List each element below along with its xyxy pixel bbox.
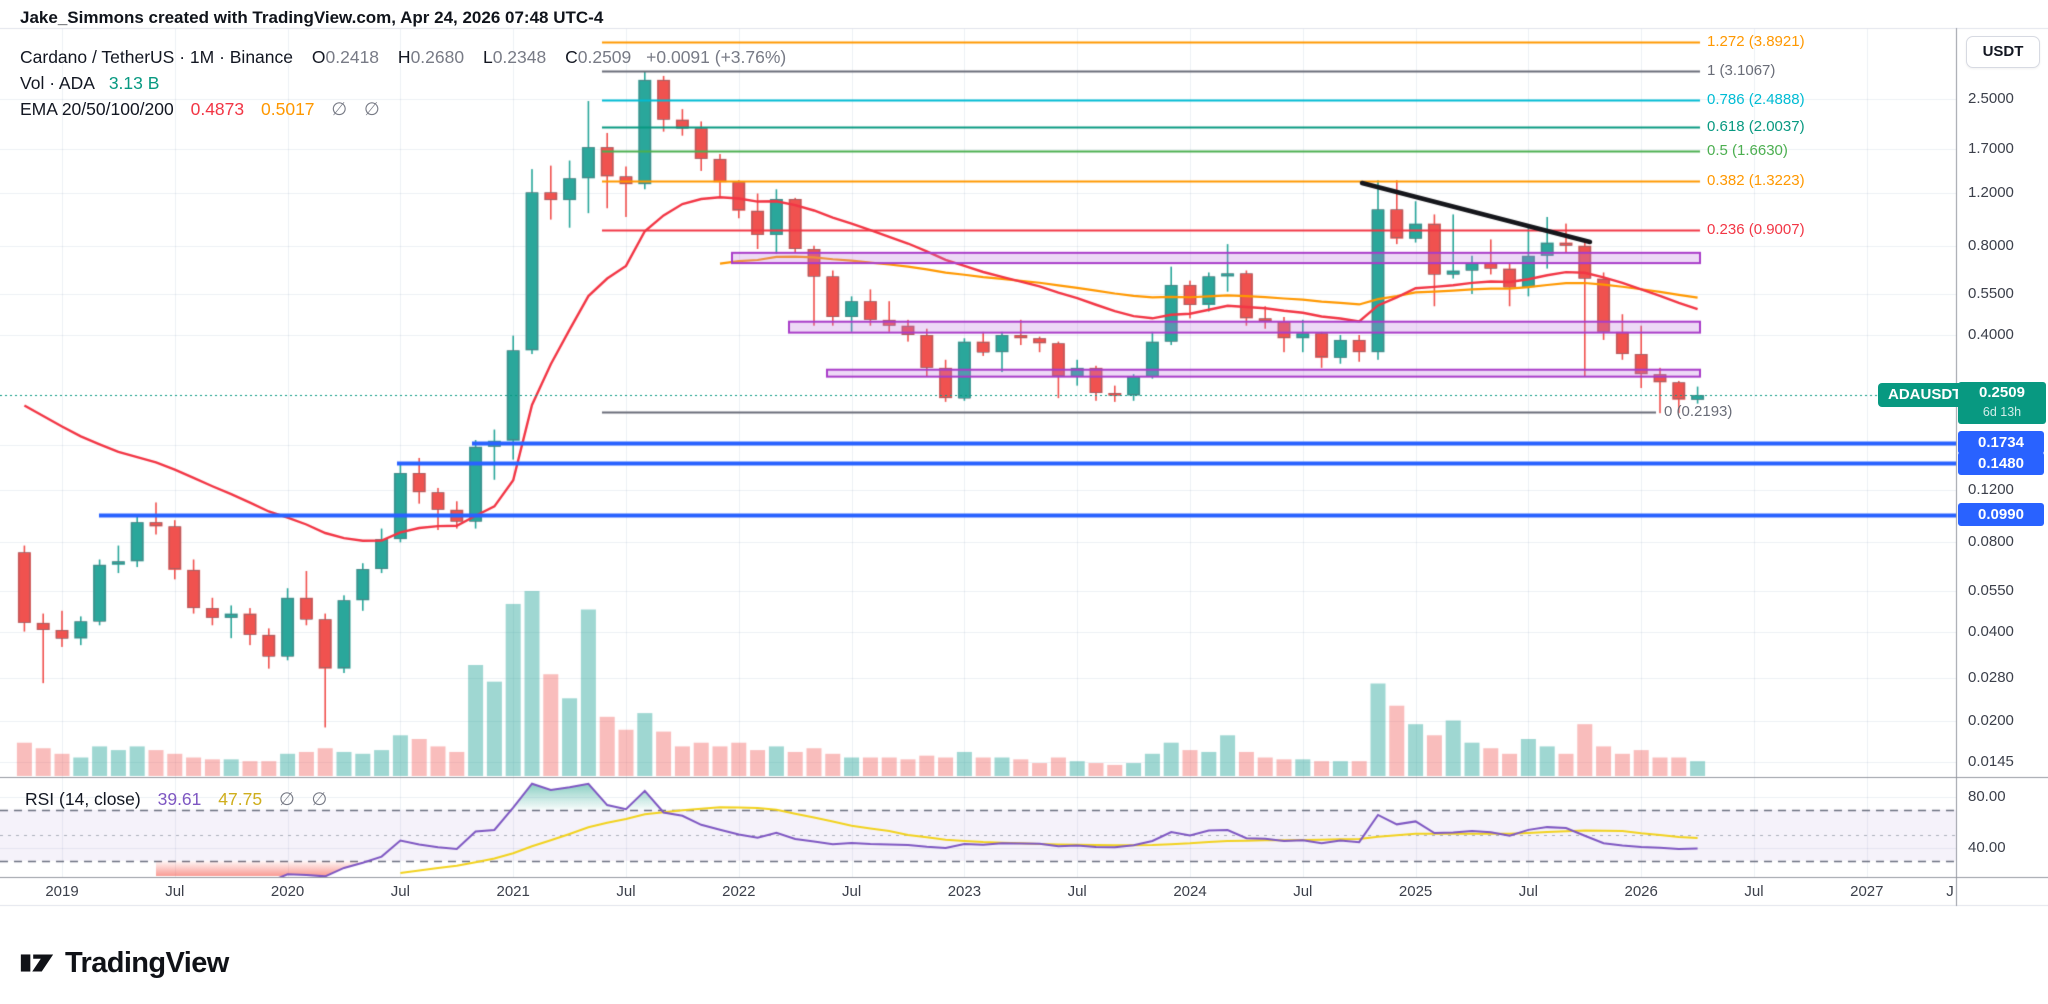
currency-toggle-button[interactable]: USDT — [1966, 36, 2040, 68]
rsi-value: 39.61 — [157, 789, 202, 809]
symbol-legend: Cardano / TetherUS · 1M · Binance O0.241… — [20, 44, 786, 122]
tradingview-logo[interactable]: TradingView — [18, 944, 229, 982]
time-tick-label: 2023 — [947, 883, 982, 900]
rsi-row: RSI (14, close) 39.61 47.75 ∅ ∅ — [25, 786, 327, 812]
ohlc-high-value: 0.2680 — [410, 47, 465, 67]
time-tick-label: Jul — [1067, 883, 1087, 900]
time-tick-label: Jul — [390, 883, 410, 900]
price-tick-label: 0.5500 — [1968, 284, 2014, 302]
time-tick-label: Jul — [1518, 883, 1538, 900]
time-tick-label: 2022 — [722, 883, 756, 900]
time-tick-label: 2027 — [1850, 883, 1884, 900]
time-tick-label: 2019 — [45, 883, 79, 900]
ohlc-change: +0.0091 (+3.76%) — [646, 47, 787, 67]
tradingview-logo-icon — [20, 954, 54, 972]
price-tick-label: 0.0550 — [1968, 581, 2014, 599]
ohlc-high-label: H — [397, 47, 411, 67]
ema200-empty-value: ∅ — [363, 99, 380, 119]
time-tick-label: Jul — [1293, 883, 1313, 900]
ohlc-low-value: 0.2348 — [492, 47, 547, 67]
last-price-ticker-badge: ADAUSDT — [1878, 383, 1972, 408]
ema-row: EMA 20/50/100/200 0.4873 0.5017 ∅ ∅ — [20, 96, 786, 122]
fib-level-label[interactable]: 0.5 (1.6630) — [1707, 142, 1788, 160]
price-tick-label: 2.5000 — [1968, 89, 2014, 107]
time-tick-label: Jul — [616, 883, 636, 900]
price-axis[interactable] — [1956, 28, 2048, 877]
ohlc-open-label: O — [311, 47, 326, 67]
rsi-tick-label: 80.00 — [1968, 788, 2006, 805]
price-tick-label: 0.0800 — [1968, 533, 2014, 551]
rsi-empty-1: ∅ — [278, 789, 295, 809]
price-tick-label: 0.0400 — [1968, 622, 2014, 640]
rsi-label[interactable]: RSI (14, close) — [25, 789, 141, 809]
ohlc-low-label: L — [482, 47, 493, 67]
ema20-value: 0.4873 — [190, 99, 245, 119]
ohlc-close-value: 0.2509 — [577, 47, 632, 67]
fib-level-label[interactable]: 0.786 (2.4888) — [1707, 90, 1805, 108]
volume-value: 3.13 B — [108, 73, 160, 93]
last-price-value: 0.2509 — [1979, 384, 2025, 402]
ema50-value: 0.5017 — [261, 99, 315, 119]
fib-level-label[interactable]: 0.236 (0.9007) — [1707, 221, 1805, 239]
time-tick-label: 2021 — [496, 883, 530, 900]
symbol-row: Cardano / TetherUS · 1M · Binance O0.241… — [20, 44, 786, 70]
ema100-empty-value: ∅ — [331, 99, 348, 119]
rsi-legend: RSI (14, close) 39.61 47.75 ∅ ∅ — [25, 786, 327, 812]
ohlc-open-value: 0.2418 — [325, 47, 380, 67]
time-tick-label: J — [1946, 883, 1954, 900]
price-tick-label: 1.2000 — [1968, 184, 2014, 202]
price-tick-label: 0.4000 — [1968, 326, 2014, 343]
time-tick-label: Jul — [1744, 883, 1764, 900]
price-line-badge[interactable]: 0.1734 — [1958, 431, 2044, 455]
price-tick-label: 0.0145 — [1968, 753, 2014, 771]
time-tick-label: 2020 — [270, 883, 305, 900]
fib-level-label[interactable]: 0.618 (2.0037) — [1707, 118, 1805, 136]
volume-label[interactable]: Vol · ADA — [20, 73, 94, 93]
symbol-title[interactable]: Cardano / TetherUS · 1M · Binance — [20, 47, 294, 67]
time-tick-label: Jul — [842, 883, 862, 900]
price-tick-label: 0.0280 — [1968, 668, 2014, 686]
bar-countdown: 6d 13h — [1982, 405, 2022, 420]
fib-level-label[interactable]: 0.382 (1.3223) — [1707, 171, 1805, 189]
ema-label[interactable]: EMA 20/50/100/200 — [20, 99, 174, 119]
rsi-tick-label: 40.00 — [1968, 839, 2006, 856]
price-tick-label: 0.0200 — [1968, 711, 2014, 729]
price-line-badge[interactable]: 0.0990 — [1958, 503, 2044, 527]
time-tick-label: 2024 — [1173, 883, 1207, 900]
time-axis[interactable] — [0, 877, 1956, 906]
rsi-ma-value: 47.75 — [218, 789, 263, 809]
price-tick-label: 0.1200 — [1968, 481, 2014, 499]
fib-level-label[interactable]: 1.272 (3.8921) — [1707, 32, 1805, 50]
price-line-badge[interactable]: 0.1480 — [1958, 451, 2044, 475]
volume-row: Vol · ADA 3.13 B — [20, 70, 786, 96]
time-tick-label: 2026 — [1624, 883, 1658, 900]
ohlc-close-label: C — [565, 47, 578, 67]
fib-level-label[interactable]: 1 (3.1067) — [1707, 61, 1776, 79]
watermark-attribution: Jake_Simmons created with TradingView.co… — [20, 8, 604, 27]
price-tick-label: 0.8000 — [1968, 236, 2014, 254]
fib-level-label[interactable]: 0 (0.2193) — [1664, 403, 1733, 421]
time-tick-label: 2025 — [1398, 883, 1433, 900]
price-tick-label: 1.7000 — [1968, 139, 2014, 157]
last-price-badge: 0.2509 6d 13h — [1958, 382, 2046, 425]
tradingview-logo-text: TradingView — [65, 946, 229, 979]
rsi-empty-2: ∅ — [311, 789, 328, 809]
time-tick-label: Jul — [165, 883, 185, 900]
